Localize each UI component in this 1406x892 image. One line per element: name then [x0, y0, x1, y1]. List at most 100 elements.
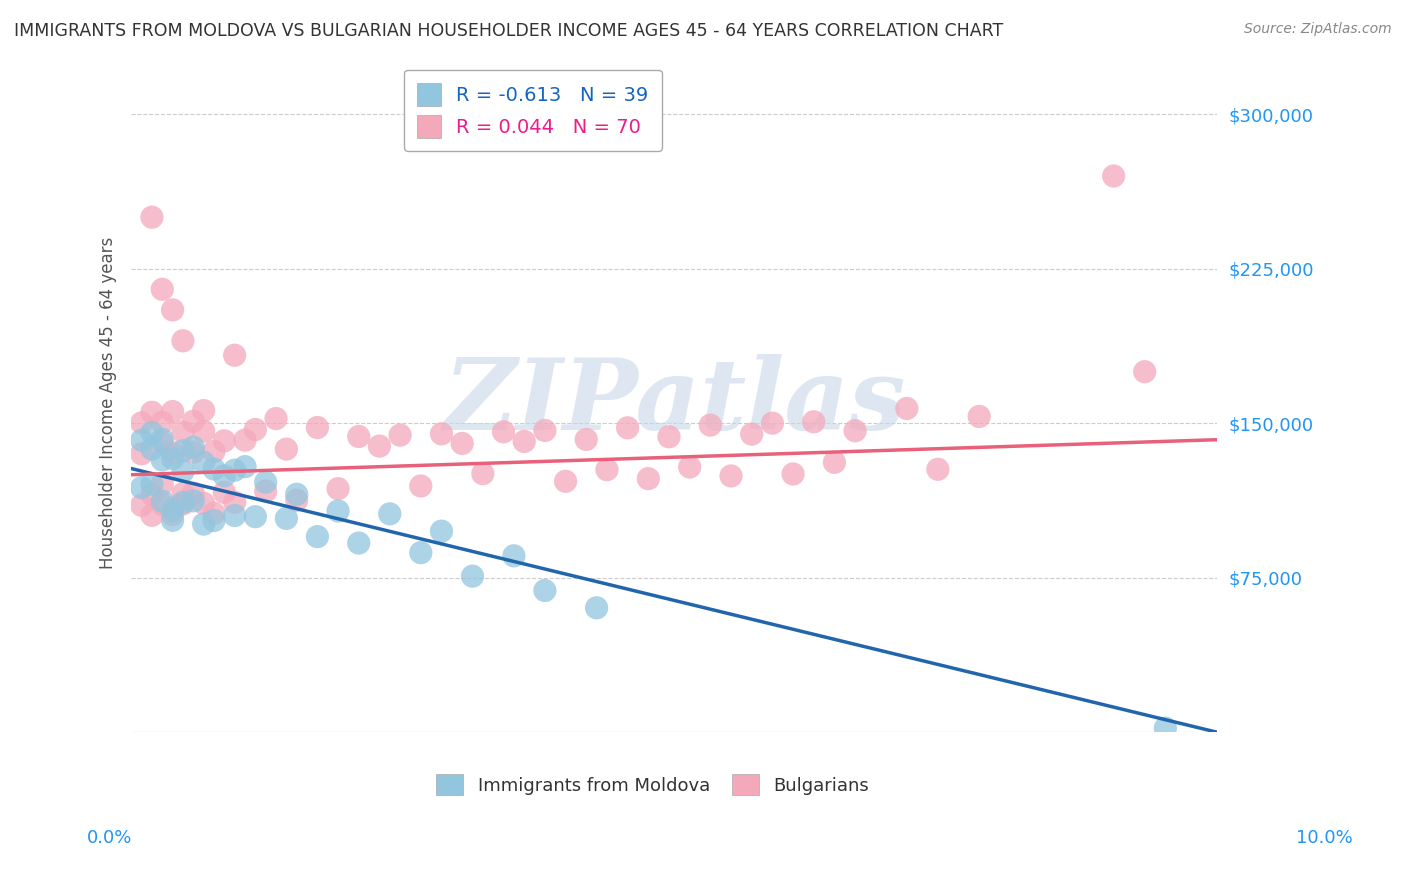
Point [141, 508, 163, 523]
Point [233, 459, 256, 474]
Point [276, 442, 298, 456]
Point [513, 434, 536, 449]
Point [679, 460, 702, 475]
Point [658, 430, 681, 444]
Point [245, 509, 267, 524]
Point [534, 424, 557, 438]
Point [844, 424, 866, 438]
Point [141, 442, 163, 456]
Point [492, 425, 515, 439]
Point [276, 511, 298, 525]
Point [368, 439, 391, 453]
Point [409, 546, 432, 560]
Point [761, 416, 783, 430]
Point [596, 463, 619, 477]
Point [202, 514, 225, 528]
Point [214, 485, 236, 500]
Point [193, 455, 215, 469]
Point [131, 447, 153, 461]
Point [224, 348, 246, 362]
Point [150, 498, 173, 512]
Point [141, 488, 163, 502]
Point [131, 416, 153, 430]
Point [162, 503, 184, 517]
Legend: Immigrants from Moldova, Bulgarians: Immigrants from Moldova, Bulgarians [429, 767, 876, 802]
Point [1102, 169, 1125, 183]
Point [214, 434, 236, 448]
Point [193, 496, 215, 510]
Point [150, 494, 173, 508]
Point [181, 493, 204, 508]
Point [150, 453, 173, 467]
Point [389, 428, 412, 442]
Point [326, 504, 349, 518]
Point [285, 487, 308, 501]
Point [554, 475, 576, 489]
Text: 0.0%: 0.0% [87, 829, 132, 847]
Point [181, 440, 204, 454]
Point [141, 425, 163, 440]
Point [1154, 721, 1177, 735]
Point [430, 426, 453, 441]
Point [150, 433, 173, 447]
Point [172, 495, 194, 509]
Point [471, 467, 494, 481]
Point [131, 481, 153, 495]
Point [741, 427, 763, 442]
Point [285, 493, 308, 508]
Point [141, 405, 163, 419]
Point [307, 420, 329, 434]
Point [141, 210, 163, 224]
Point [202, 506, 225, 520]
Point [927, 462, 949, 476]
Point [181, 414, 204, 428]
Point [245, 423, 267, 437]
Point [172, 443, 194, 458]
Point [451, 436, 474, 450]
Point [172, 497, 194, 511]
Point [967, 409, 990, 424]
Text: IMMIGRANTS FROM MOLDOVA VS BULGARIAN HOUSEHOLDER INCOME AGES 45 - 64 YEARS CORRE: IMMIGRANTS FROM MOLDOVA VS BULGARIAN HOU… [14, 22, 1004, 40]
Point [896, 401, 918, 416]
Text: 10.0%: 10.0% [1296, 829, 1353, 847]
Point [172, 465, 194, 479]
Point [181, 445, 204, 459]
Point [214, 468, 236, 483]
Point [224, 463, 246, 477]
Point [150, 435, 173, 450]
Point [193, 517, 215, 532]
Point [461, 569, 484, 583]
Point [699, 418, 721, 433]
Point [141, 477, 163, 491]
Point [162, 446, 184, 460]
Point [181, 486, 204, 500]
Point [378, 507, 401, 521]
Point [1133, 365, 1156, 379]
Text: ZIPatlas: ZIPatlas [443, 354, 905, 450]
Text: Source: ZipAtlas.com: Source: ZipAtlas.com [1244, 22, 1392, 37]
Point [162, 404, 184, 418]
Point [254, 483, 277, 498]
Point [616, 421, 638, 435]
Point [782, 467, 804, 481]
Point [264, 411, 287, 425]
Point [254, 475, 277, 490]
Point [430, 524, 453, 538]
Point [720, 469, 742, 483]
Point [162, 302, 184, 317]
Point [233, 433, 256, 447]
Point [162, 508, 184, 522]
Point [131, 498, 153, 512]
Point [202, 444, 225, 458]
Point [347, 429, 370, 443]
Point [347, 536, 370, 550]
Point [202, 462, 225, 476]
Point [193, 403, 215, 417]
Point [326, 482, 349, 496]
Point [131, 434, 153, 448]
Point [307, 530, 329, 544]
Point [585, 600, 607, 615]
Point [162, 513, 184, 527]
Point [150, 477, 173, 491]
Point [172, 425, 194, 439]
